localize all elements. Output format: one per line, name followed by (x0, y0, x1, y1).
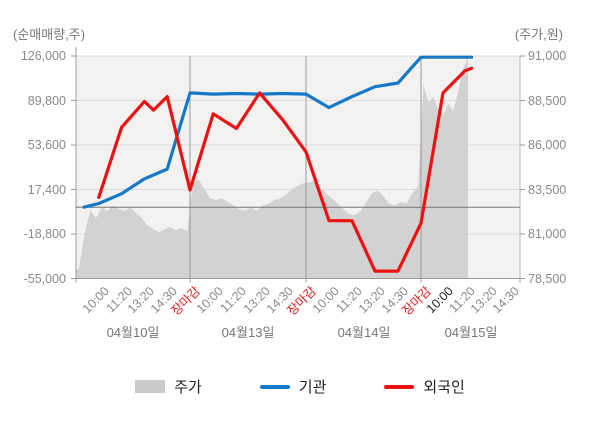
x-axis-date-label: 04월14일 (337, 325, 391, 340)
left-axis-tick-label: 126,000 (20, 49, 66, 63)
legend-label-foreigner: 외국인 (423, 379, 465, 396)
left-axis-tick-label: 89,800 (27, 94, 66, 108)
right-axis-tick-label: 86,000 (528, 138, 567, 152)
left-axis-tick-label: 53,600 (27, 138, 66, 152)
legend-item-price: 주가 (135, 376, 202, 397)
institution-line-swatch (259, 384, 290, 389)
price-area-series (76, 57, 468, 279)
legend-label-institution: 기관 (298, 379, 327, 396)
institution-line-series (82, 55, 474, 209)
right-axis-tick-label: 88,500 (528, 94, 567, 108)
foreigner-line-series (97, 66, 474, 273)
x-axis-date-label: 04월13일 (221, 325, 275, 340)
legend-item-foreigner: 외국인 (384, 376, 465, 397)
price-area-swatch (135, 380, 166, 393)
foreigner-line-swatch (384, 384, 415, 389)
right-axis-title: (주가,원) (514, 27, 563, 42)
right-axis-tick-label: 81,000 (528, 227, 567, 241)
right-axis-tick-label: 91,000 (528, 49, 567, 63)
left-axis-title: (순매매량,주) (13, 27, 86, 42)
legend-label-price: 주가 (174, 379, 202, 396)
right-axis-tick-label: 83,500 (528, 183, 567, 197)
legend-item-institution: 기관 (259, 376, 327, 397)
chart-legend: 주가 기관 외국인 (0, 376, 600, 397)
x-axis-date-label: 04월10일 (106, 325, 160, 340)
right-axis-tick-label: 78,500 (528, 272, 567, 286)
x-axis-date-label: 04월15일 (444, 325, 498, 340)
left-axis-tick-label: -18,800 (23, 227, 66, 241)
left-axis-tick-label: -55,000 (23, 272, 66, 286)
left-axis-tick-label: 17,400 (27, 183, 66, 197)
